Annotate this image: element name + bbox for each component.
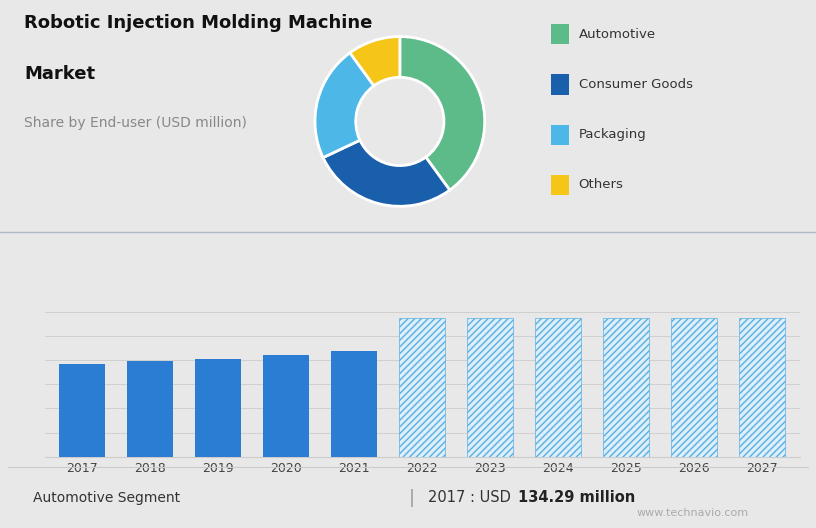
Bar <box>739 318 785 457</box>
Bar <box>263 355 309 457</box>
Text: Automotive Segment: Automotive Segment <box>33 491 180 505</box>
Wedge shape <box>350 36 400 86</box>
Text: www.technavio.com: www.technavio.com <box>636 508 748 518</box>
Text: Others: Others <box>579 178 623 191</box>
Bar <box>535 318 581 457</box>
Wedge shape <box>400 36 485 190</box>
Bar <box>671 318 717 457</box>
Text: Robotic Injection Molding Machine: Robotic Injection Molding Machine <box>24 14 373 32</box>
Bar <box>467 318 513 457</box>
Text: Automotive: Automotive <box>579 28 656 41</box>
Wedge shape <box>315 53 374 157</box>
Wedge shape <box>323 140 450 206</box>
Text: Consumer Goods: Consumer Goods <box>579 78 693 91</box>
Bar <box>603 318 650 457</box>
Text: 2017 : USD: 2017 : USD <box>428 491 516 505</box>
Text: 134.29 million: 134.29 million <box>518 491 636 505</box>
Text: Packaging: Packaging <box>579 128 646 141</box>
Bar <box>127 361 173 457</box>
Bar <box>60 364 105 457</box>
Bar <box>331 351 377 457</box>
Bar <box>195 359 242 457</box>
Text: Share by End-user (USD million): Share by End-user (USD million) <box>24 116 247 130</box>
Text: |: | <box>409 489 415 507</box>
Text: Market: Market <box>24 65 95 83</box>
Bar <box>399 318 446 457</box>
